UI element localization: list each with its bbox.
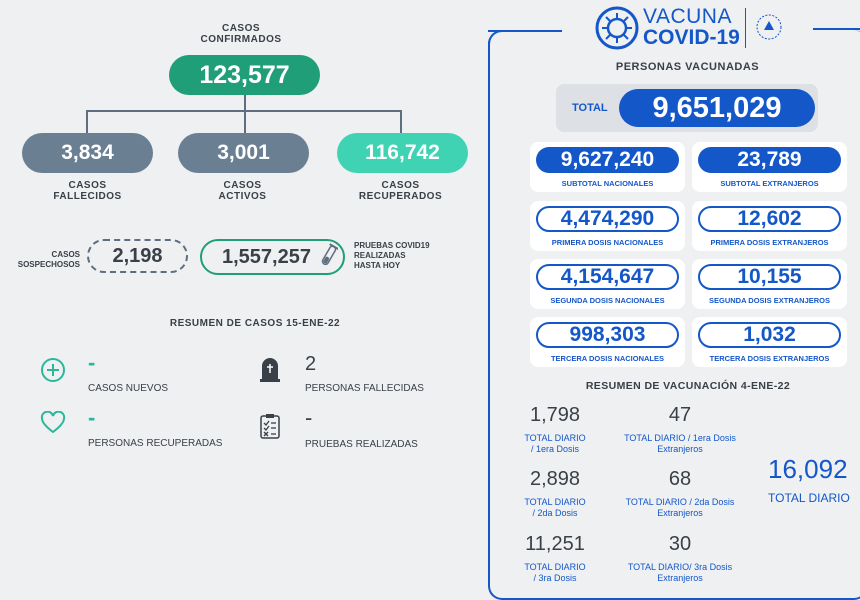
card-tercera-nacionales: 998,303 TERCERA DOSIS NACIONALES — [530, 317, 685, 367]
daily-2-label: TOTAL DIARIO / 1era Dosis Extranjeros — [624, 433, 736, 454]
total-value: 9,651,029 — [619, 89, 815, 127]
card-label: SEGUNDA DOSIS EXTRANJEROS — [709, 296, 830, 305]
frame-corner — [488, 30, 562, 44]
card-segunda-extranjeros: 10,155 SEGUNDA DOSIS EXTRANJEROS — [692, 259, 847, 309]
card-label: TERCERA DOSIS NACIONALES — [550, 354, 665, 363]
active-value: 3,001 — [178, 133, 309, 173]
logo-divider — [745, 8, 746, 48]
card-value: 998,303 — [536, 322, 679, 348]
daily-2-value: 47 — [668, 404, 692, 426]
card-label: SUBTOTAL NACIONALES — [561, 179, 654, 188]
test-tube-icon — [321, 243, 338, 266]
card-value: 12,602 — [698, 206, 841, 232]
summary-deaths-label: PERSONAS FALLECIDAS — [305, 383, 424, 394]
tree-line — [400, 110, 402, 133]
daily-1-label: TOTAL DIARIO/ 1era Dosis — [524, 433, 586, 454]
card-segunda-nacionales: 4,154,647 SEGUNDA DOSIS NACIONALES — [530, 259, 685, 309]
recovered-value: 116,742 — [337, 133, 468, 173]
tests-number: 1,557,257 — [222, 245, 311, 268]
card-value: 10,155 — [698, 264, 841, 290]
seal-icon — [756, 14, 782, 40]
card-subtotal-extranjeros: 23,789 SUBTOTAL EXTRANJEROS — [692, 142, 847, 192]
card-label: SEGUNDA DOSIS NACIONALES — [550, 296, 665, 305]
recovered-summary-label: PERSONAS RECUPERADAS — [88, 438, 223, 449]
heart-icon — [40, 411, 66, 434]
tombstone-icon — [260, 358, 280, 382]
logo-vacuna: VACUNA — [643, 5, 732, 28]
daily-6-label: TOTAL DIARIO/ 3ra Dosis Extranjeros — [627, 562, 733, 583]
card-primera-nacionales: 4,474,290 PRIMERA DOSIS NACIONALES — [530, 201, 685, 251]
card-label: PRIMERA DOSIS EXTRANJEROS — [710, 238, 829, 247]
deaths-value: 3,834 — [22, 133, 153, 173]
confirmed-label: CASOS CONFIRMADOS — [200, 23, 282, 45]
card-value: 4,474,290 — [536, 206, 679, 232]
card-label: PRIMERA DOSIS NACIONALES — [551, 238, 664, 247]
virus-logo-icon — [595, 6, 639, 50]
plus-circle-icon — [41, 358, 65, 382]
vaccinated-title: PERSONAS VACUNADAS — [615, 61, 760, 73]
daily-5-label: TOTAL DIARIO/ 3ra Dosis — [524, 562, 586, 583]
frame-line — [813, 28, 860, 30]
daily-total-value: 16,092 — [768, 454, 848, 484]
tests-summary-value: - — [305, 405, 313, 430]
card-value: 1,032 — [698, 322, 841, 348]
card-primera-extranjeros: 12,602 PRIMERA DOSIS EXTRANJEROS — [692, 201, 847, 251]
new-cases-label: CASOS NUEVOS — [88, 383, 169, 394]
summary-deaths-value: 2 — [305, 353, 317, 375]
daily-3-label: TOTAL DIARIO/ 2da Dosis — [524, 497, 586, 518]
clipboard-icon — [260, 414, 280, 439]
card-value: 23,789 — [698, 147, 841, 173]
new-cases-value: - — [88, 350, 96, 375]
daily-6-value: 30 — [668, 533, 692, 555]
tests-label: PRUEBAS COVID19 REALIZADAS HASTA HOY — [354, 241, 430, 270]
total-label: TOTAL — [572, 102, 608, 114]
total-box: TOTAL 9,651,029 — [556, 84, 818, 132]
active-label: CASOS ACTIVOS — [218, 180, 267, 202]
deaths-label: CASOS FALLECIDOS — [53, 180, 122, 202]
confirmed-value: 123,577 — [169, 55, 320, 95]
logo-covid: COVID-19 — [643, 26, 740, 49]
tree-line — [244, 95, 246, 111]
recovered-label: CASOS RECUPERADOS — [358, 180, 443, 202]
suspected-label: CASOS SOSPECHOSOS — [17, 250, 80, 269]
tests-summary-label: PRUEBAS REALIZADAS — [305, 439, 418, 450]
daily-5-value: 11,251 — [525, 533, 585, 555]
card-tercera-extranjeros: 1,032 TERCERA DOSIS EXTRANJEROS — [692, 317, 847, 367]
recovered-summary-value: - — [88, 405, 96, 430]
suspected-value: 2,198 — [87, 239, 188, 273]
card-subtotal-nacionales: 9,627,240 SUBTOTAL NACIONALES — [530, 142, 685, 192]
daily-1-value: 1,798 — [529, 404, 581, 426]
card-label: TERCERA DOSIS EXTRANJEROS — [709, 354, 830, 363]
daily-3-value: 2,898 — [529, 468, 581, 490]
daily-total-label: TOTAL DIARIO — [768, 491, 850, 505]
card-value: 9,627,240 — [536, 147, 679, 173]
tree-line — [244, 110, 246, 133]
tests-value: 1,557,257 — [200, 239, 345, 275]
card-label: SUBTOTAL EXTRANJEROS — [720, 179, 819, 188]
summary-title: RESUMEN DE CASOS 15-ENE-22 — [169, 318, 341, 329]
card-value: 4,154,647 — [536, 264, 679, 290]
vaccination-summary-title: RESUMEN DE VACUNACIÓN 4-ENE-22 — [585, 380, 791, 392]
daily-4-label: TOTAL DIARIO / 2da Dosis Extranjeros — [625, 497, 735, 518]
daily-4-value: 68 — [668, 468, 692, 490]
tree-line — [86, 110, 88, 133]
